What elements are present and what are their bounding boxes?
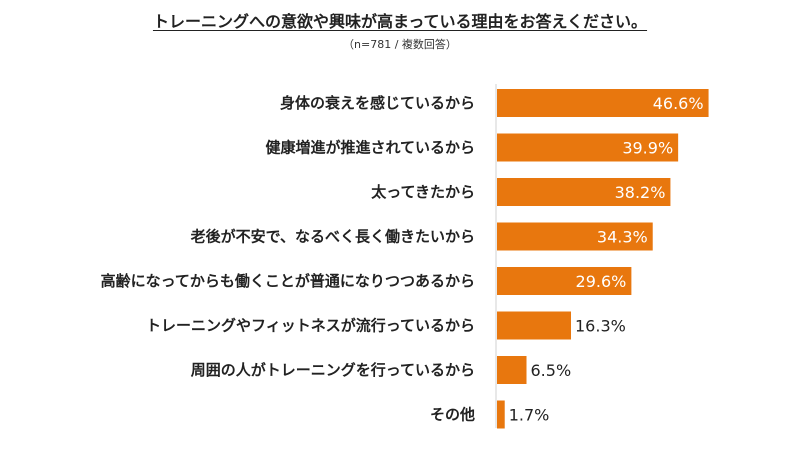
- bar: [497, 222, 653, 251]
- chart-title: トレーニングへの意欲や興味が高まっている理由をお答えください。: [152, 12, 648, 31]
- value-label: 16.3%: [575, 317, 626, 336]
- bar: [497, 89, 709, 117]
- chart-subtitle: （n=781 / 複数回答）: [343, 38, 457, 51]
- value-label: 38.2%: [615, 183, 666, 202]
- bar: [497, 356, 527, 384]
- category-label: 身体の衰えを感じているから: [280, 94, 475, 112]
- bar: [497, 400, 505, 429]
- category-label: 健康増進が推進されているから: [265, 139, 475, 157]
- category-label: その他: [430, 406, 475, 424]
- category-label: 太ってきたから: [371, 183, 475, 201]
- value-label: 46.6%: [653, 94, 704, 113]
- category-label: 高齢になってからも働くことが普通になりつつあるから: [101, 272, 475, 290]
- value-label: 34.3%: [597, 228, 648, 247]
- category-label: 老後が不安で、なるべく長く働きたいから: [190, 228, 475, 246]
- value-label: 39.9%: [622, 139, 673, 158]
- bar: [497, 311, 572, 340]
- bars-group: 身体の衰えを感じているから 46.6% 健康増進が推進されているから 39.9% 太って…: [101, 89, 709, 429]
- value-label: 6.5%: [531, 361, 572, 380]
- bar: [497, 133, 679, 162]
- value-label: 1.7%: [509, 406, 550, 425]
- category-label: トレーニングやフィットネスが流行っているから: [146, 317, 475, 335]
- bar: [497, 267, 632, 295]
- value-label: 29.6%: [576, 272, 627, 291]
- bar: [497, 178, 671, 206]
- category-label: 周囲の人がトレーニングを行っているから: [191, 361, 475, 379]
